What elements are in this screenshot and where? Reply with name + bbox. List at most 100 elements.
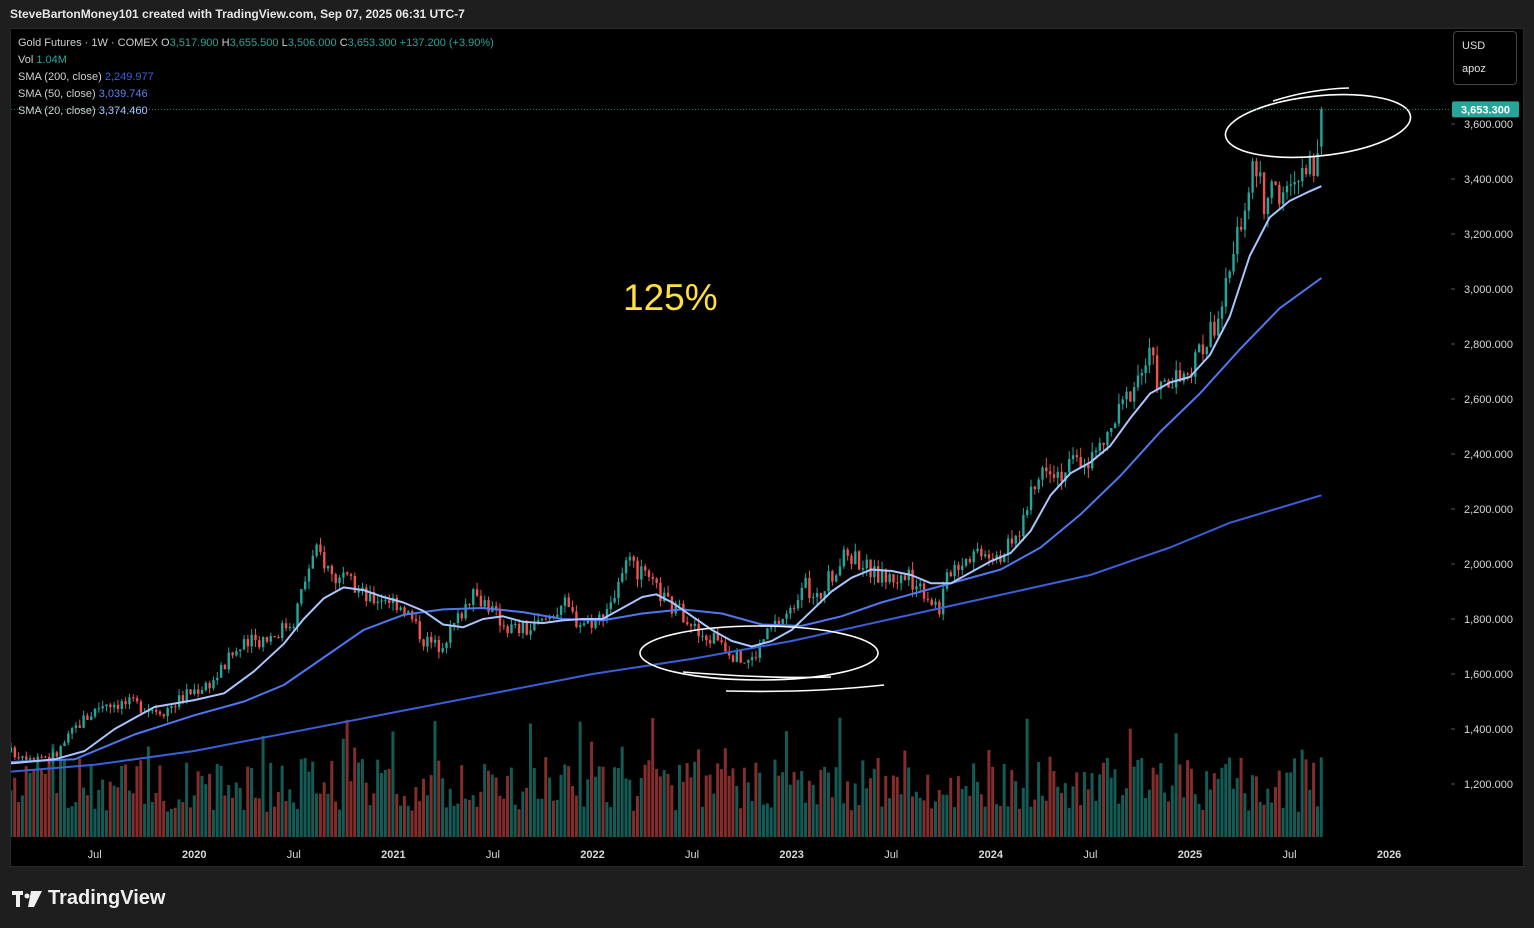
footer: TradingView	[0, 867, 1534, 928]
candle-body	[873, 566, 876, 578]
volume-bar	[716, 763, 720, 837]
candle-body	[919, 583, 922, 587]
volume-bar	[723, 748, 727, 837]
candle-body	[731, 655, 735, 662]
legend-symbol-row[interactable]: Gold Futures · 1W · COMEX O3,517.900 H3,…	[18, 35, 494, 52]
volume-bar	[85, 795, 89, 837]
volume-bar	[651, 718, 655, 837]
volume-bar	[1254, 776, 1258, 837]
candle-body	[777, 620, 781, 624]
candle-body	[754, 657, 758, 659]
candle-body	[850, 555, 853, 564]
candle-body	[559, 605, 563, 615]
candle-body	[353, 576, 357, 593]
candle-body	[418, 621, 421, 640]
time-tick-label: 2023	[779, 849, 803, 861]
candle-body	[1098, 442, 1101, 451]
volume-bar	[1056, 786, 1060, 837]
open-label: O	[161, 37, 170, 49]
candle-body	[1052, 474, 1056, 478]
volume-bar	[1079, 805, 1083, 837]
candle-body	[838, 566, 842, 576]
volume-bar	[154, 793, 158, 837]
candle-body	[1140, 373, 1144, 376]
volume-bar	[101, 779, 105, 837]
volume-bar	[93, 808, 97, 837]
volume-bar	[700, 806, 704, 837]
volume-bar	[70, 806, 74, 837]
chart-frame[interactable]: 125% 3,600.000 3,400.000 3,200.000 3,000.00…	[10, 28, 1524, 867]
candle-body	[869, 559, 872, 578]
volume-bar	[888, 798, 892, 837]
candle-body	[1060, 471, 1063, 482]
volume-bar	[322, 782, 326, 837]
volume-bar	[872, 768, 876, 837]
volume-bar	[635, 796, 639, 837]
legend-sma50-row[interactable]: SMA (50, close) 3,039.746	[18, 86, 494, 103]
sma20-line	[11, 185, 1322, 765]
candle-body	[1113, 423, 1117, 429]
candle-body	[785, 613, 788, 619]
candle-body	[281, 623, 284, 639]
legend-sma200-row[interactable]: SMA (200, close) 2,249.977	[18, 69, 494, 86]
candle-body	[949, 572, 953, 577]
candle-body	[86, 715, 89, 720]
volume-bar	[185, 762, 189, 837]
candle-body	[1117, 403, 1121, 424]
candle-body	[647, 570, 651, 577]
candle-body	[903, 575, 907, 581]
volume-bar	[559, 774, 563, 837]
price-tick-label: 2,200.000	[1464, 504, 1513, 516]
candle-body	[231, 652, 234, 656]
volume-bar	[758, 772, 762, 837]
candle-body	[1239, 226, 1243, 230]
volume-bar	[846, 781, 850, 837]
legend-volume-row[interactable]: Vol 1.04M	[18, 52, 494, 69]
volume-bar	[1098, 774, 1102, 837]
volume-bar	[907, 767, 911, 837]
chart-legend: Gold Futures · 1W · COMEX O3,517.900 H3,…	[18, 35, 494, 120]
candle-body	[11, 747, 13, 753]
volume-bar	[55, 793, 59, 837]
candle-body	[200, 690, 204, 694]
candle-body	[1201, 344, 1205, 355]
chart-header: SteveBartonMoney101 created with Trading…	[0, 0, 1534, 28]
legend-sma20-row[interactable]: SMA (20, close) 3,374.460	[18, 103, 494, 120]
volume-bar	[525, 787, 529, 837]
price-tick-label: 2,600.000	[1464, 394, 1513, 406]
candle-body	[1316, 153, 1319, 176]
candle-body	[395, 597, 399, 610]
currency-unit-selector[interactable]: USD apoz	[1453, 31, 1517, 85]
volume-bar	[414, 787, 418, 837]
candle-body	[617, 581, 620, 598]
volume-bar	[307, 771, 311, 837]
candle-body	[792, 607, 796, 609]
candle-body	[254, 634, 257, 641]
candle-body	[1041, 467, 1044, 480]
volume-bar	[1266, 788, 1270, 837]
candle-body	[766, 628, 769, 640]
candle-body	[319, 544, 322, 553]
candle-body	[135, 698, 139, 702]
volume-bar	[884, 775, 888, 837]
volume-bar	[655, 769, 659, 837]
volume-bar	[819, 769, 823, 837]
candle-body	[449, 625, 452, 643]
candle-body	[708, 640, 712, 644]
candle-body	[261, 637, 265, 648]
tradingview-logo[interactable]: TradingView	[12, 887, 165, 910]
volume-bar	[1044, 800, 1048, 837]
volume-bar	[1189, 768, 1193, 837]
candle-body	[162, 714, 166, 717]
candle-body	[258, 640, 261, 648]
candle-body	[701, 635, 704, 637]
candle-body	[651, 576, 655, 579]
sma200-label: SMA (200, close)	[18, 71, 102, 83]
candle-body	[804, 577, 807, 588]
volume-bar	[1163, 792, 1167, 837]
volume-bar	[727, 775, 731, 837]
candle-body	[296, 603, 299, 627]
candle-body	[437, 639, 441, 652]
candle-body	[1064, 472, 1067, 482]
price-chart[interactable]: 125% 3,600.000 3,400.000 3,200.000 3,000.00…	[11, 29, 1523, 866]
